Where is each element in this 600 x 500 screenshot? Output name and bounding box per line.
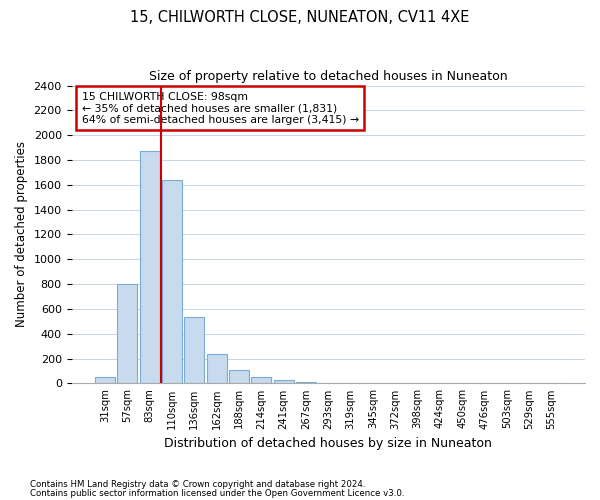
X-axis label: Distribution of detached houses by size in Nuneaton: Distribution of detached houses by size … <box>164 437 492 450</box>
Bar <box>95 377 115 384</box>
Y-axis label: Number of detached properties: Number of detached properties <box>15 142 28 328</box>
Bar <box>162 180 182 384</box>
Text: Contains HM Land Registry data © Crown copyright and database right 2024.: Contains HM Land Registry data © Crown c… <box>30 480 365 489</box>
Bar <box>117 284 137 384</box>
Bar <box>296 382 316 384</box>
Bar <box>206 354 227 384</box>
Text: 15 CHILWORTH CLOSE: 98sqm
← 35% of detached houses are smaller (1,831)
64% of se: 15 CHILWORTH CLOSE: 98sqm ← 35% of detac… <box>82 92 359 124</box>
Bar <box>229 370 249 384</box>
Bar <box>274 380 293 384</box>
Title: Size of property relative to detached houses in Nuneaton: Size of property relative to detached ho… <box>149 70 508 83</box>
Bar <box>318 383 338 384</box>
Text: Contains public sector information licensed under the Open Government Licence v3: Contains public sector information licen… <box>30 488 404 498</box>
Bar <box>140 152 160 384</box>
Text: 15, CHILWORTH CLOSE, NUNEATON, CV11 4XE: 15, CHILWORTH CLOSE, NUNEATON, CV11 4XE <box>130 10 470 25</box>
Bar <box>184 317 205 384</box>
Bar <box>251 377 271 384</box>
